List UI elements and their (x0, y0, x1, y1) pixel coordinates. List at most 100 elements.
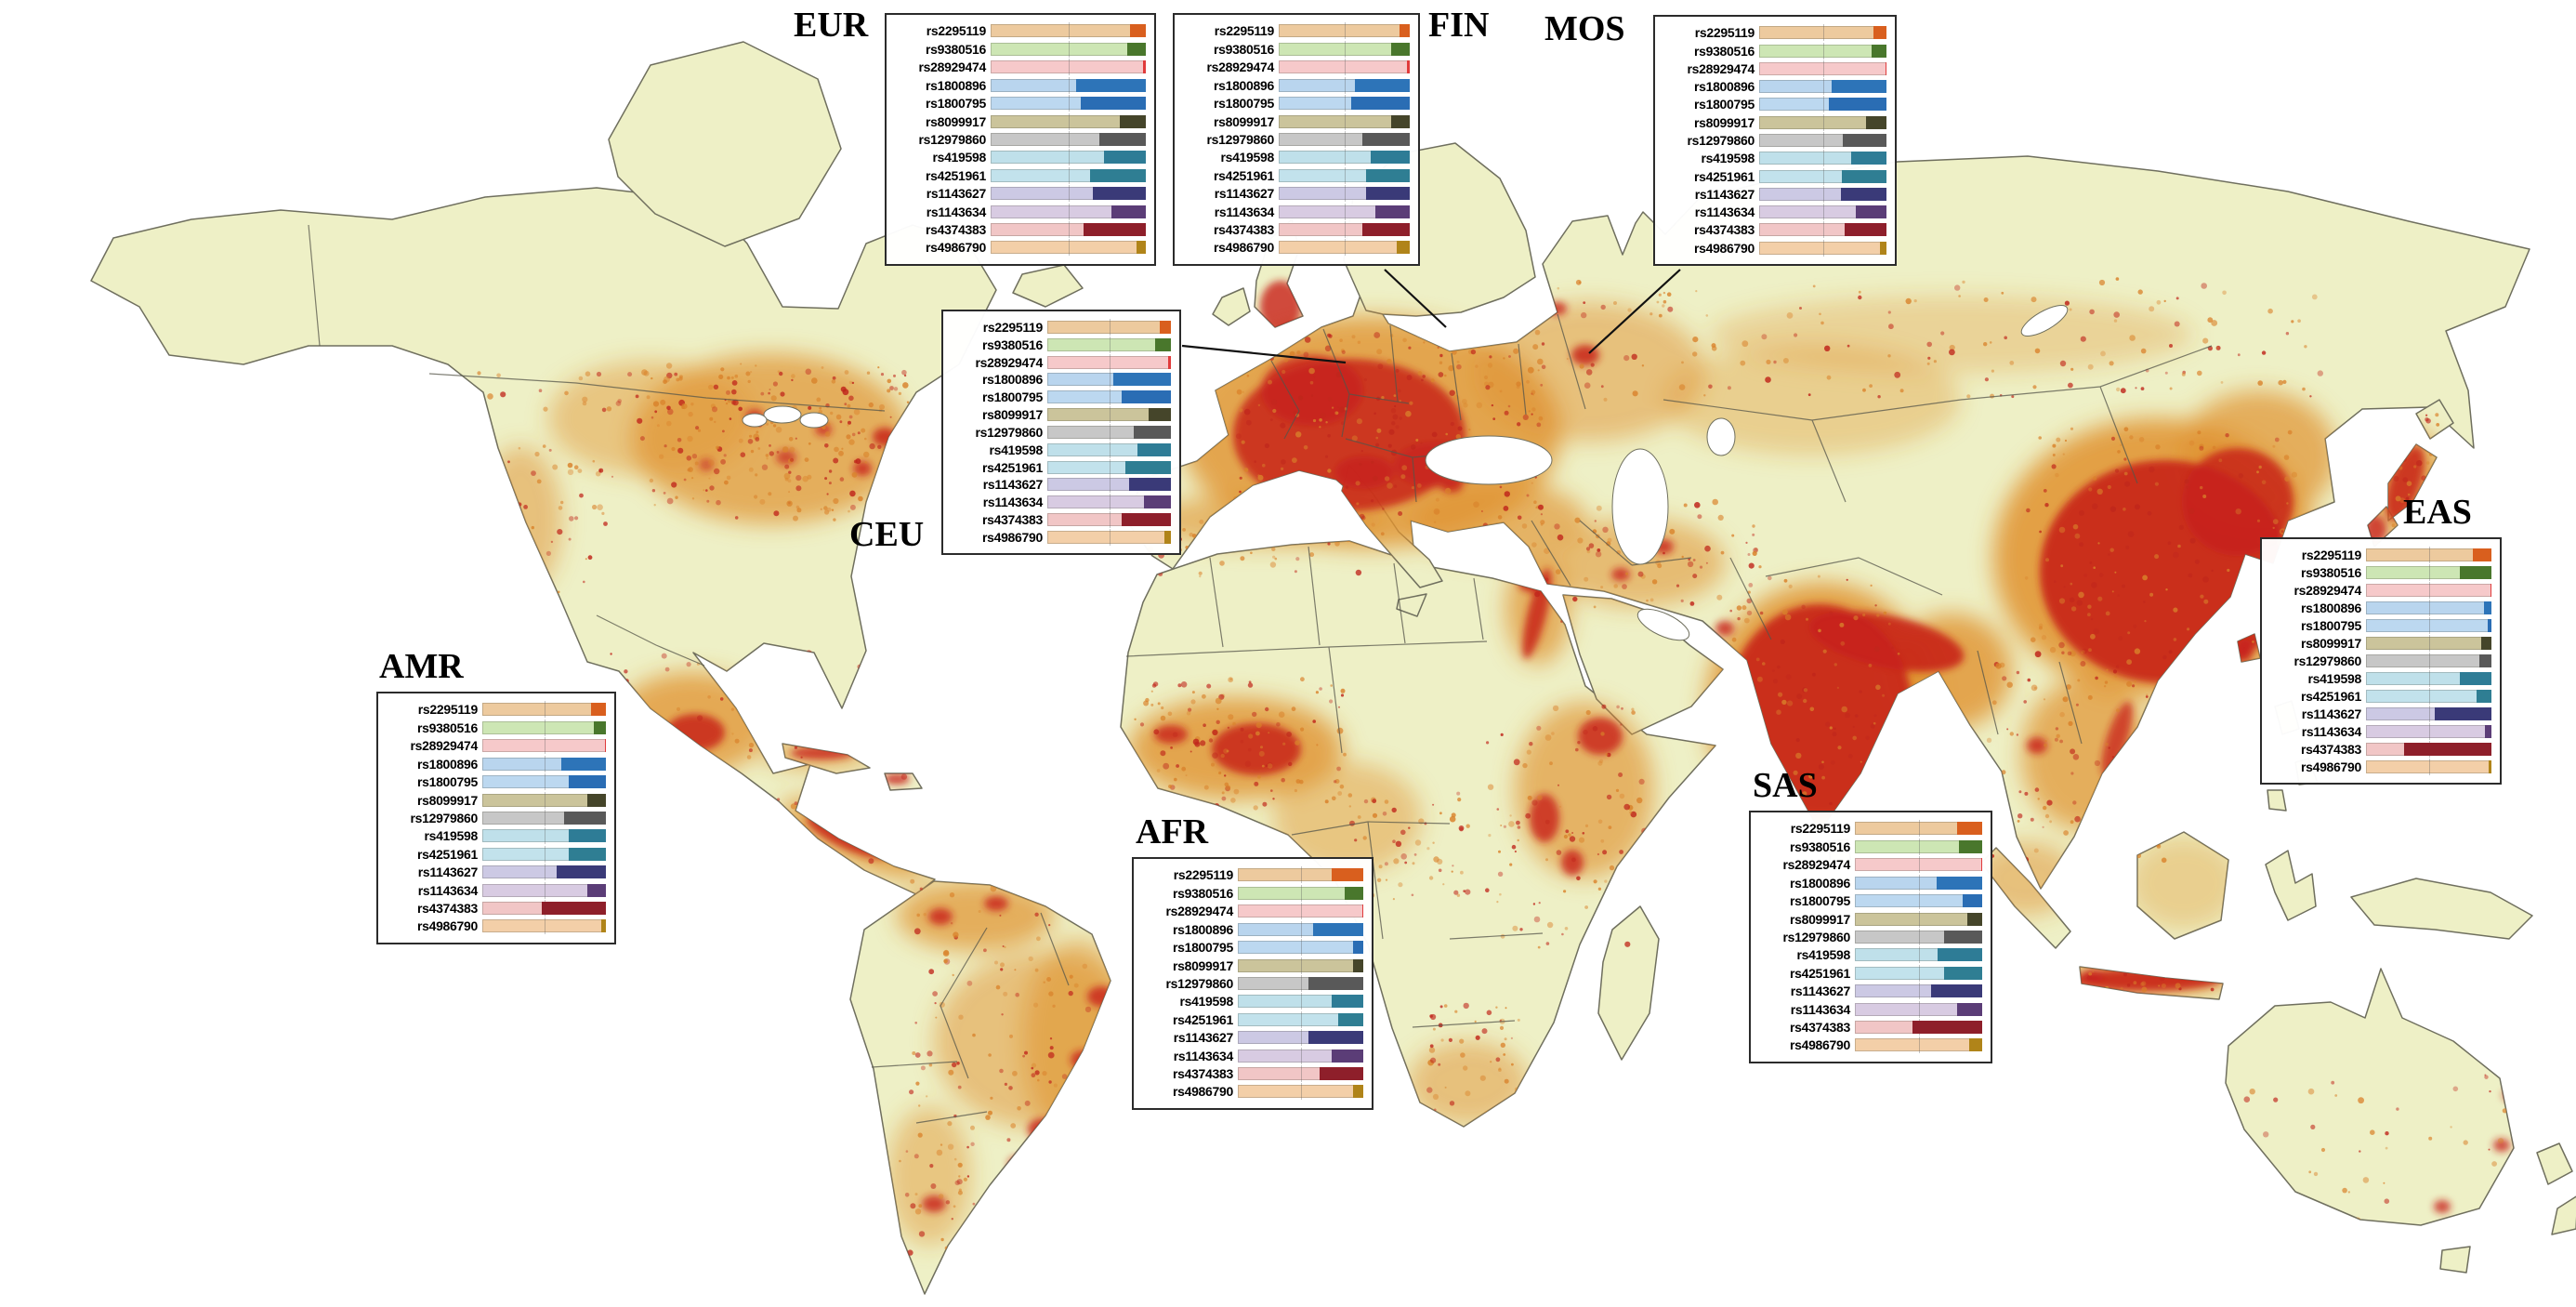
snp-row: rs28929474 (1658, 59, 1886, 77)
allele-bar (482, 755, 606, 772)
allele-bar (2366, 564, 2491, 581)
snp-label: rs12979860 (1782, 929, 1850, 944)
snp-row: rs12979860 (946, 423, 1171, 441)
allele-bar (1279, 95, 1410, 112)
snp-label: rs1800795 (981, 389, 1043, 405)
snp-label: rs4374383 (1789, 1020, 1850, 1036)
snp-row: rs1800795 (889, 95, 1146, 112)
snp-label: rs1800896 (1213, 77, 1274, 93)
snp-row: rs419598 (1177, 149, 1410, 166)
snp-row: rs28929474 (2265, 582, 2491, 599)
allele-bar (991, 22, 1146, 40)
minor-allele-segment (2460, 672, 2491, 685)
snp-row: rs1800896 (1658, 78, 1886, 96)
bar-midpoint-tick (1918, 964, 1920, 982)
allele-bar (1855, 892, 1982, 910)
allele-frequency-chart: rs2295119 rs9380516 rs28929474 rs1800896 rs1… (1653, 15, 1897, 266)
bar-midpoint-tick (1918, 1000, 1920, 1018)
allele-bar (1855, 820, 1982, 838)
snp-label: rs1143634 (1214, 204, 1275, 219)
snp-row: rs28929474 (1137, 903, 1363, 920)
minor-allele-segment (2487, 619, 2491, 632)
minor-allele-segment (1362, 223, 1410, 237)
minor-allele-segment (1938, 948, 1982, 962)
snp-label: rs4251961 (1213, 167, 1274, 183)
bar-midpoint-tick (1344, 22, 1346, 40)
snp-row: rs4374383 (1177, 221, 1410, 239)
minor-allele-segment (1332, 995, 1363, 1009)
bar-midpoint-tick (1344, 95, 1346, 112)
allele-bar (1047, 353, 1171, 371)
snp-label: rs12979860 (918, 131, 986, 147)
bar-midpoint-tick (1918, 874, 1920, 891)
minor-allele-segment (569, 829, 606, 843)
minor-allele-segment (2483, 601, 2491, 614)
allele-bar (991, 40, 1146, 58)
allele-bar (991, 185, 1146, 203)
snp-label: rs28929474 (2293, 583, 2361, 598)
snp-label: rs419598 (2307, 671, 2361, 686)
allele-bar (991, 166, 1146, 184)
bar-midpoint-tick (1300, 957, 1302, 974)
snp-row: rs12979860 (1137, 974, 1363, 992)
snp-label: rs1143627 (1790, 984, 1851, 999)
allele-frequency-chart: rs2295119 rs9380516 rs28929474 rs1800896 rs1… (1173, 13, 1420, 266)
snp-row: rs4374383 (889, 221, 1146, 239)
allele-bar (1855, 1000, 1982, 1018)
minor-allele-segment (1399, 24, 1410, 38)
snp-row: rs28929474 (381, 737, 606, 755)
snp-row: rs1800896 (381, 755, 606, 772)
bar-midpoint-tick (1344, 40, 1346, 58)
allele-bar (991, 239, 1146, 257)
snp-row: rs4986790 (2265, 759, 2491, 775)
minor-allele-segment (1943, 966, 1982, 980)
allele-bar (2366, 617, 2491, 634)
snp-row: rs4986790 (381, 918, 606, 935)
snp-label: rs4374383 (1213, 222, 1274, 238)
bar-midpoint-tick (1300, 903, 1302, 920)
allele-bar (1238, 884, 1363, 902)
allele-bar (482, 845, 606, 863)
snp-label: rs4986790 (2300, 759, 2361, 774)
minor-allele-segment (1308, 1031, 1363, 1045)
snp-row: rs2295119 (1177, 22, 1410, 40)
snp-label: rs8099917 (1693, 114, 1755, 130)
minor-allele-segment (2485, 725, 2491, 738)
minor-allele-segment (1843, 133, 1886, 147)
snp-row: rs1143627 (1177, 185, 1410, 203)
allele-bar (482, 701, 606, 719)
snp-label: rs1800896 (1172, 921, 1233, 937)
minor-allele-segment (1370, 151, 1410, 165)
bar-midpoint-tick (2428, 759, 2430, 775)
bar-midpoint-tick (1300, 993, 1302, 1010)
bar-midpoint-tick (1109, 458, 1111, 476)
lakes-and-seas (742, 305, 2069, 641)
snp-row: rs8099917 (1658, 113, 1886, 131)
snp-label: rs4251961 (1693, 168, 1755, 184)
bar-midpoint-tick (1918, 1036, 1920, 1054)
minor-allele-segment (1391, 114, 1410, 128)
snp-row: rs8099917 (889, 112, 1146, 130)
snp-row: rs9380516 (889, 40, 1146, 58)
allele-bar (991, 130, 1146, 148)
bar-midpoint-tick (1918, 892, 1920, 910)
bar-midpoint-tick (1109, 528, 1111, 546)
bar-midpoint-tick (1918, 910, 1920, 928)
minor-allele-segment (1353, 1085, 1363, 1099)
minor-allele-segment (1332, 868, 1363, 882)
bar-midpoint-tick (1822, 42, 1824, 59)
snp-label: rs12979860 (410, 810, 478, 825)
bar-midpoint-tick (1822, 150, 1824, 167)
allele-bar (1238, 920, 1363, 938)
bar-midpoint-tick (1822, 167, 1824, 185)
population-label: SAS (1753, 766, 1818, 805)
snp-label: rs419598 (424, 828, 478, 844)
allele-bar (1047, 476, 1171, 494)
allele-bar (1238, 939, 1363, 957)
bar-midpoint-tick (1109, 371, 1111, 389)
snp-label: rs1143627 (1694, 186, 1755, 202)
snp-row: rs1143627 (889, 185, 1146, 203)
snp-row: rs1800795 (1658, 96, 1886, 113)
snp-label: rs4251961 (981, 459, 1043, 475)
